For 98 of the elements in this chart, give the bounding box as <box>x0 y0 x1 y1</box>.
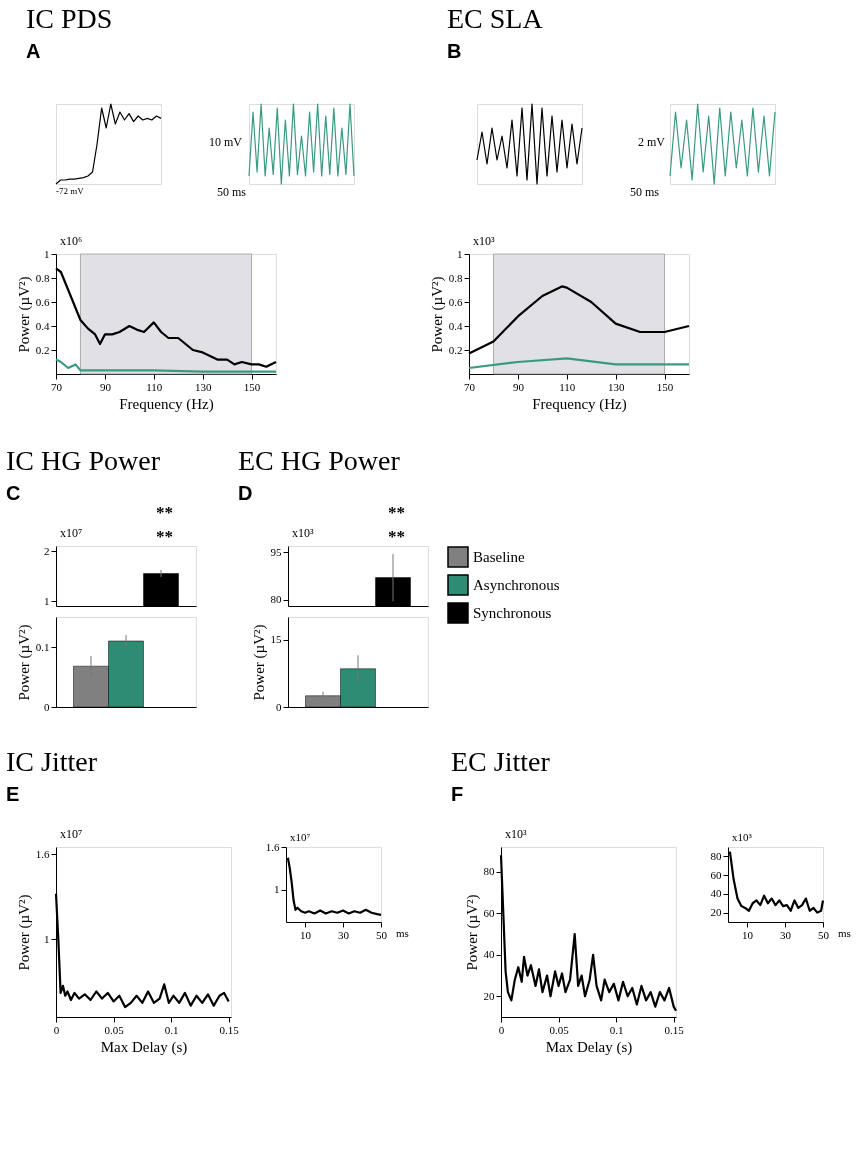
x-tick-label: 110 <box>146 380 163 393</box>
text: ** <box>156 527 173 546</box>
legend-label: Baseline <box>473 549 525 565</box>
y-tick-label: 1 <box>44 247 50 260</box>
text: x10⁷ <box>60 526 83 540</box>
y-axis-title: Power (µV²) <box>15 624 33 701</box>
x-tick-label: 90 <box>99 380 112 393</box>
text: 50 ms <box>630 185 660 199</box>
y-axis-title: Power (µV²) <box>428 276 446 353</box>
y-tick-label: 15 <box>270 633 282 645</box>
y-tick-label: 20 <box>710 906 722 919</box>
y-tick-label: 60 <box>710 868 722 881</box>
x-tick-label: 0.1 <box>164 1023 179 1036</box>
chart-title: EC Jitter <box>451 746 551 777</box>
chart-title: IC Jitter <box>6 746 98 777</box>
x-tick-label: 30 <box>780 928 792 941</box>
text: ms <box>838 927 851 939</box>
text: C <box>6 482 21 504</box>
y-tick-label: 0.8 <box>35 271 50 284</box>
y-axis-title: Power (µV²) <box>463 894 481 971</box>
text: A <box>26 40 41 62</box>
y-tick-label: 0.8 <box>448 271 463 284</box>
x-axis-title: Max Delay (s) <box>100 1038 188 1056</box>
x-tick-label: 0.1 <box>609 1023 624 1036</box>
x-tick-label: 0.15 <box>219 1023 240 1036</box>
x-tick-label: 150 <box>243 380 261 393</box>
y-tick-label: 0 <box>44 700 50 713</box>
x-tick-label: 0 <box>53 1023 60 1036</box>
y-tick-label: 1 <box>274 883 280 896</box>
text: 50 ms <box>217 185 247 199</box>
y-tick-label: 95 <box>270 545 282 558</box>
text: F <box>451 783 464 805</box>
x-tick-label: 0.05 <box>549 1023 570 1036</box>
y-tick-label: 2 <box>44 544 50 557</box>
x-tick-label: 130 <box>607 380 625 393</box>
y-tick-label: 0.4 <box>448 319 463 332</box>
y-tick-label: 0.4 <box>35 319 50 332</box>
text: -72 mV <box>56 186 85 196</box>
x-axis-title: Frequency (Hz) <box>532 395 627 413</box>
y-tick-label: 1.6 <box>35 847 50 860</box>
x-tick-label: 30 <box>338 928 350 941</box>
text: ** <box>388 527 405 546</box>
text: D <box>238 482 253 504</box>
text: x10³ <box>732 831 753 843</box>
x-tick-label: 0 <box>498 1023 505 1036</box>
text: E <box>6 783 20 805</box>
y-tick-label: 1 <box>44 594 50 607</box>
y-tick-label: 0 <box>276 700 282 713</box>
y-axis-title: Power (µV²) <box>250 624 268 701</box>
y-tick-label: 40 <box>710 887 722 900</box>
y-tick-label: 0.6 <box>448 295 463 308</box>
y-tick-label: 80 <box>483 865 495 878</box>
text: ms <box>396 927 409 939</box>
legend-label: Synchronous <box>473 605 552 621</box>
x-tick-label: 110 <box>559 380 576 393</box>
text: ** <box>388 503 405 522</box>
y-tick-label: 1.6 <box>265 840 280 853</box>
text: x10⁷ <box>60 827 83 841</box>
chart-title: IC PDS <box>26 3 113 34</box>
text: x10³ <box>473 234 495 248</box>
y-tick-label: 0.1 <box>35 640 50 653</box>
y-tick-label: 80 <box>710 849 722 862</box>
y-tick-label: 0.2 <box>448 343 463 356</box>
x-tick-label: 10 <box>742 928 754 941</box>
x-tick-label: 70 <box>51 380 63 393</box>
y-tick-label: 1 <box>44 932 50 945</box>
text: x10³ <box>505 827 527 841</box>
y-tick-label: 0.2 <box>35 343 50 356</box>
y-axis-title: Power (µV²) <box>15 276 33 353</box>
text: ** <box>156 503 173 522</box>
x-tick-label: 70 <box>464 380 476 393</box>
text: x10⁶ <box>60 234 83 248</box>
x-tick-label: 0.15 <box>664 1023 685 1036</box>
y-tick-label: 80 <box>270 593 282 606</box>
y-tick-label: 40 <box>483 948 495 961</box>
x-tick-label: 50 <box>818 928 830 941</box>
x-tick-label: 150 <box>656 380 674 393</box>
chart-title: EC HG Power <box>238 445 401 476</box>
text: B <box>447 40 462 62</box>
x-tick-label: 130 <box>194 380 212 393</box>
chart-title: IC HG Power <box>6 445 161 476</box>
text: 2 mV <box>638 135 666 149</box>
text: 10 mV <box>209 135 243 149</box>
y-tick-label: 0.6 <box>35 295 50 308</box>
x-tick-label: 50 <box>376 928 388 941</box>
x-axis-title: Frequency (Hz) <box>119 395 214 413</box>
text: x10⁷ <box>290 831 311 843</box>
x-axis-title: Max Delay (s) <box>545 1038 633 1056</box>
chart-title: EC SLA <box>447 3 544 34</box>
legend-label: Asynchronous <box>473 577 560 593</box>
y-tick-label: 60 <box>483 906 495 919</box>
x-tick-label: 0.05 <box>104 1023 125 1036</box>
y-tick-label: 20 <box>483 989 495 1002</box>
y-axis-title: Power (µV²) <box>15 894 33 971</box>
x-tick-label: 10 <box>300 928 312 941</box>
y-tick-label: 1 <box>457 247 463 260</box>
x-tick-label: 90 <box>512 380 525 393</box>
text: x10³ <box>292 526 314 540</box>
